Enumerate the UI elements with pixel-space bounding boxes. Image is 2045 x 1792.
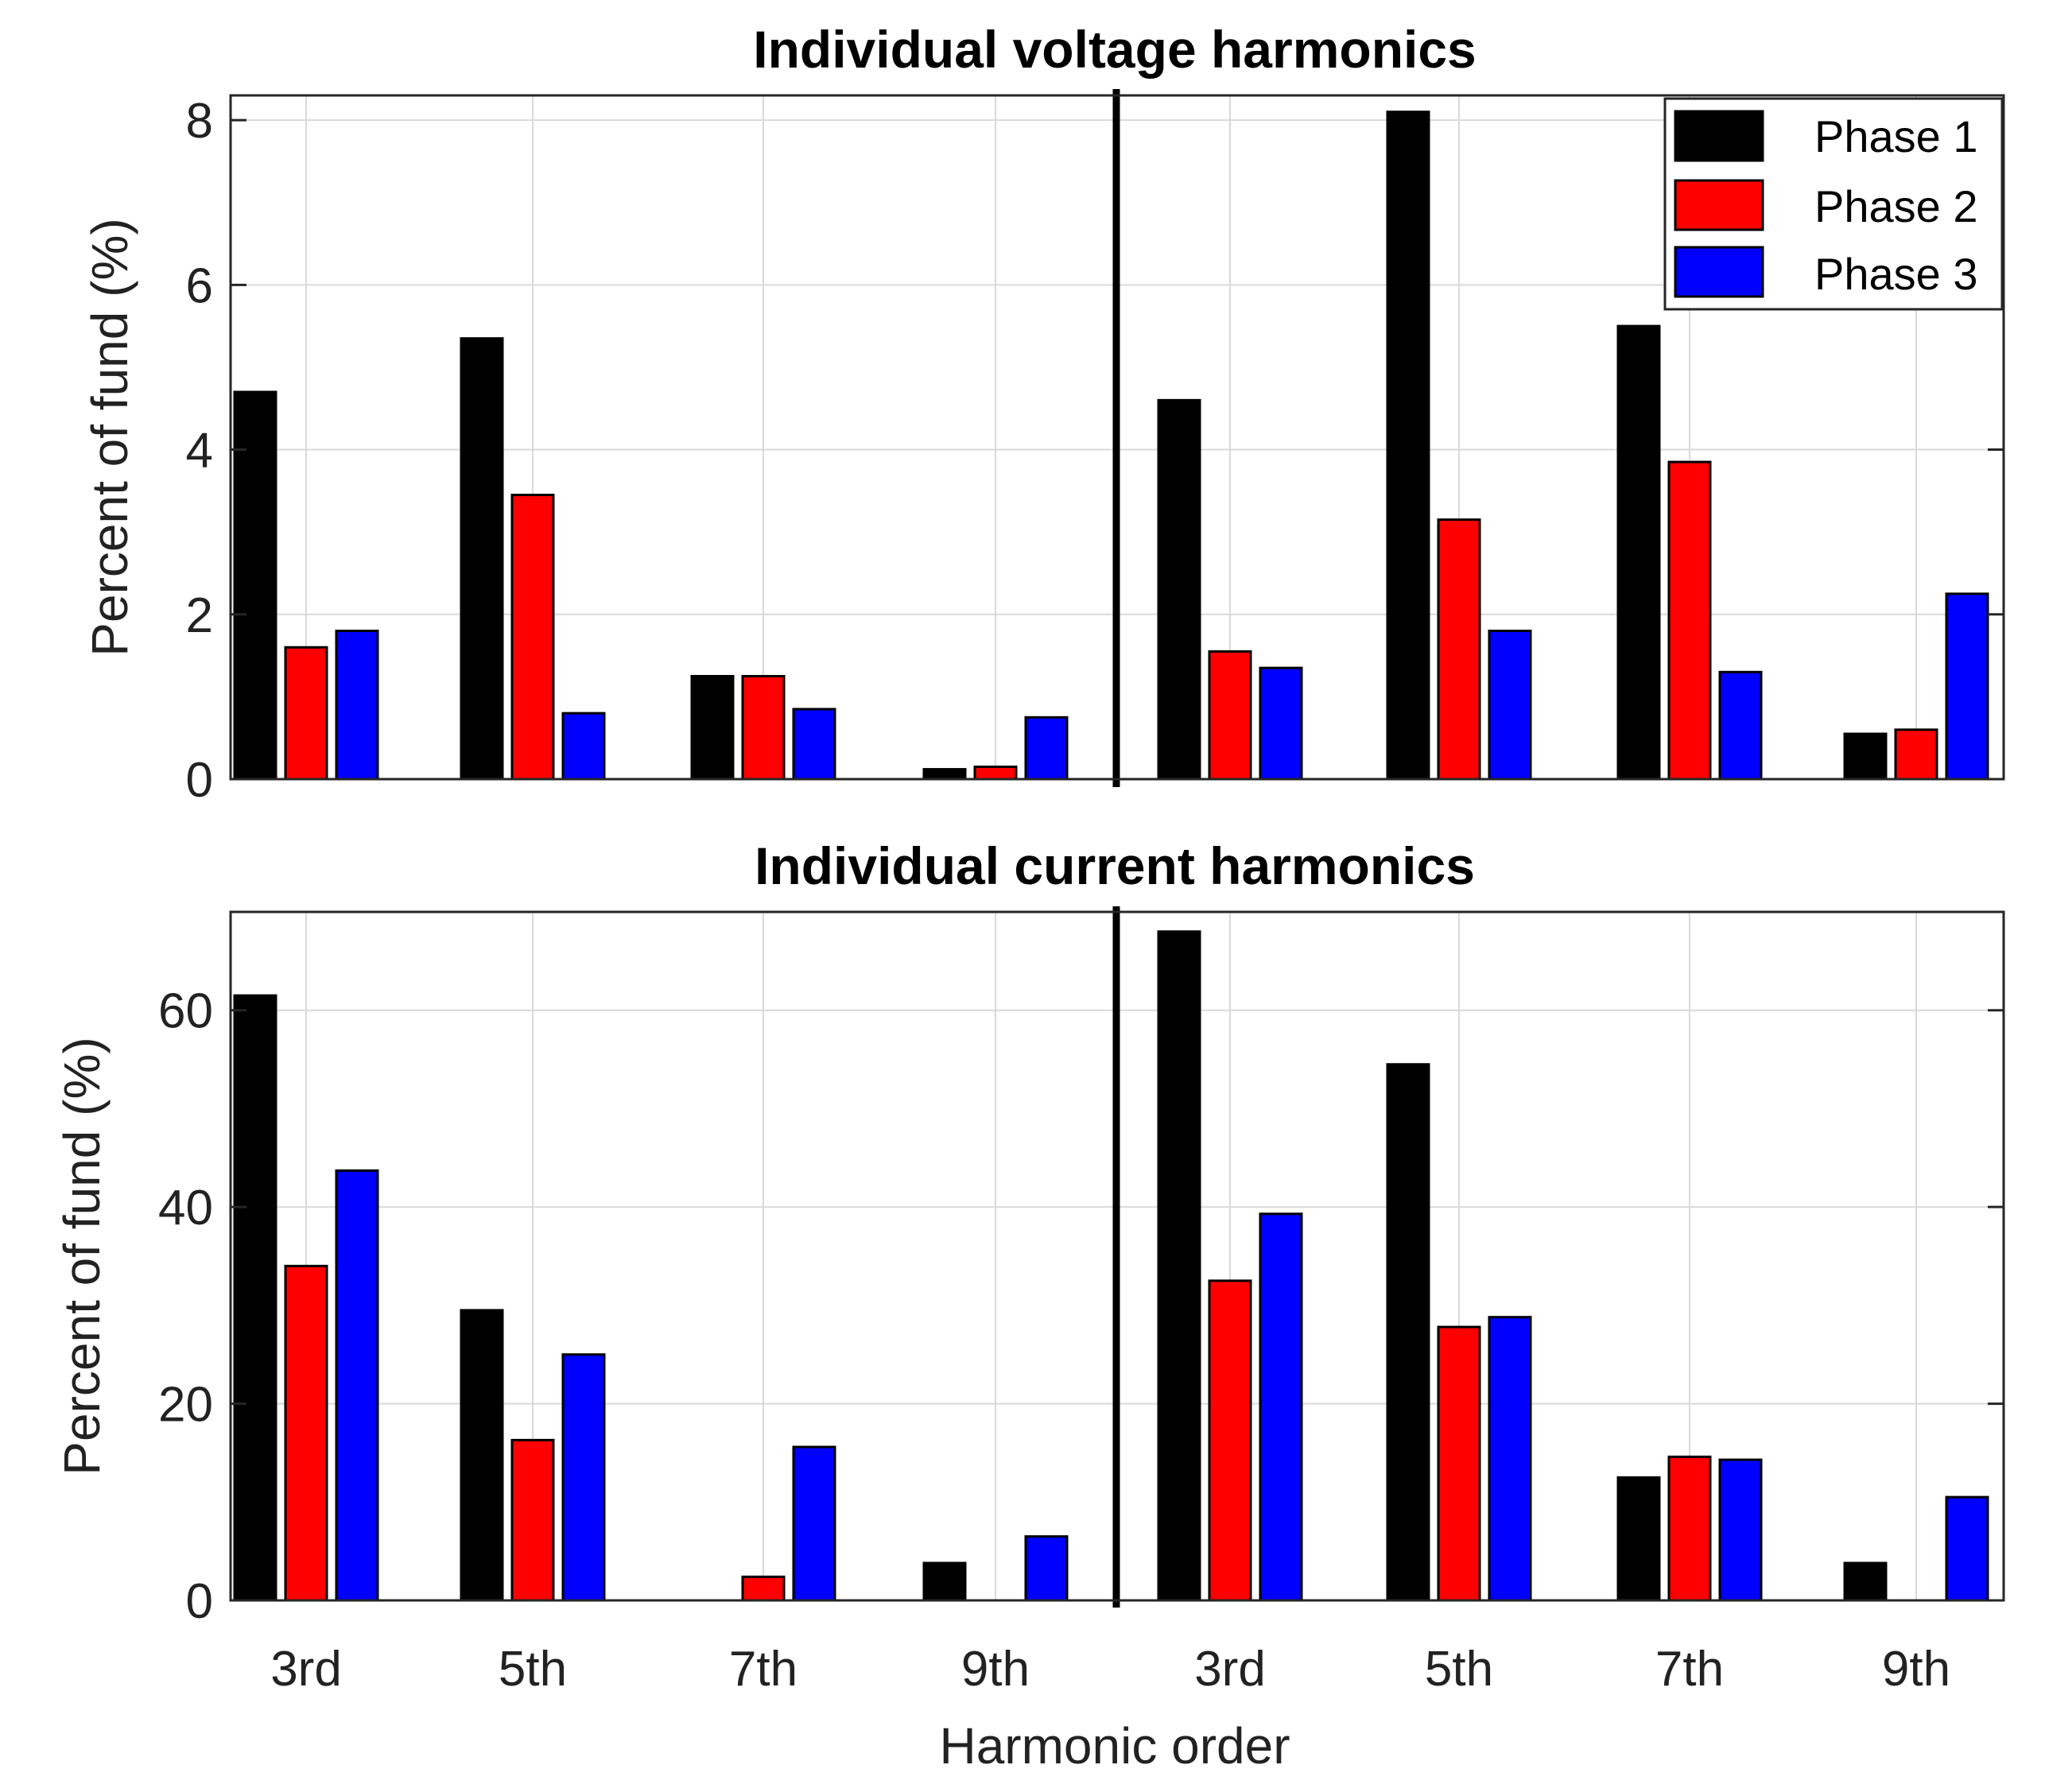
voltage-y-tick-label: 6 <box>186 258 213 313</box>
current-bar-phase-1-3 <box>922 1561 967 1602</box>
voltage-bar-phase-3-3 <box>1024 716 1069 781</box>
voltage-bar-phase-3-7 <box>1945 592 1989 781</box>
voltage-y-axis-label: Percent of fund (%) <box>81 218 138 656</box>
x-tick-label: 9th <box>1882 1642 1950 1697</box>
voltage-bar-phase-3-5 <box>1488 629 1532 781</box>
current-bar-phase-2-1 <box>510 1438 555 1602</box>
voltage-bar-phase-2-5 <box>1437 518 1481 781</box>
voltage-bar-phase-2-2 <box>741 674 786 781</box>
voltage-y-tick-label: 0 <box>186 753 213 808</box>
current-bar-phase-1-1 <box>460 1309 504 1602</box>
current-bar-phase-3-7 <box>1945 1495 1989 1602</box>
voltage-bar-phase-3-0 <box>335 629 379 781</box>
voltage-bar-phase-2-3 <box>973 765 1018 781</box>
current-bar-phase-3-1 <box>561 1353 606 1602</box>
current-y-tick-label: 20 <box>158 1378 213 1433</box>
x-tick-label: 7th <box>1655 1642 1724 1697</box>
current-bar-phase-1-5 <box>1386 1063 1430 1602</box>
legend: Phase 1 Phase 2 Phase 3 <box>1663 97 2004 311</box>
legend-label-phase-2: Phase 2 <box>1814 181 1978 231</box>
current-bar-phase-1-6 <box>1616 1476 1661 1602</box>
voltage-bar-phase-1-3 <box>922 768 967 781</box>
current-bar-phase-2-0 <box>284 1264 328 1602</box>
current-bar-phase-2-6 <box>1667 1455 1712 1602</box>
legend-swatch-phase-2 <box>1674 179 1764 231</box>
x-tick-label: 3rd <box>1194 1642 1266 1697</box>
legend-swatch-phase-3 <box>1674 246 1764 298</box>
voltage-bar-phase-1-7 <box>1843 732 1888 781</box>
voltage-bar-phase-1-2 <box>690 674 735 781</box>
current-axes-frame <box>229 910 2005 1602</box>
voltage-axes-frame <box>229 94 2005 781</box>
voltage-bar-phase-1-1 <box>460 337 504 781</box>
x-tick-label: 9th <box>961 1642 1030 1697</box>
current-y-ticks: 0 20 40 60 <box>158 984 2004 1629</box>
current-y-tick-label: 60 <box>158 984 213 1039</box>
current-bar-phase-3-5 <box>1488 1316 1532 1602</box>
current-bar-phase-3-4 <box>1259 1212 1303 1602</box>
legend-label-phase-1: Phase 1 <box>1814 111 1978 161</box>
voltage-bar-phase-1-5 <box>1386 111 1430 781</box>
voltage-bars <box>233 111 1989 781</box>
voltage-bar-phase-2-0 <box>284 646 328 781</box>
x-axis-label: Harmonic order <box>939 1717 1290 1775</box>
voltage-y-tick-label: 2 <box>186 588 213 643</box>
voltage-bar-phase-3-6 <box>1718 670 1763 781</box>
current-bar-phase-2-4 <box>1208 1279 1252 1602</box>
current-bar-phase-3-0 <box>335 1169 379 1602</box>
voltage-bar-phase-2-6 <box>1667 460 1712 781</box>
voltage-chart-title: Individual voltage harmonics <box>753 20 1477 79</box>
voltage-bar-phase-3-1 <box>561 712 606 781</box>
x-tick-label: 5th <box>1425 1642 1493 1697</box>
x-tick-label: 3rd <box>270 1642 342 1697</box>
legend-label-phase-3: Phase 3 <box>1814 249 1978 299</box>
voltage-bar-phase-2-1 <box>510 494 555 781</box>
voltage-bar-phase-2-4 <box>1208 650 1252 781</box>
current-bar-phase-3-6 <box>1718 1458 1763 1602</box>
current-bar-phase-3-2 <box>792 1445 836 1602</box>
voltage-harmonics-chart: Individual voltage harmonics 0 2 4 6 8 Perce… <box>81 20 2005 808</box>
current-bar-phase-3-3 <box>1024 1535 1069 1602</box>
voltage-bar-phase-1-4 <box>1157 398 1201 781</box>
current-bar-phase-1-7 <box>1843 1561 1888 1602</box>
voltage-bar-phase-3-2 <box>792 708 836 781</box>
current-bar-phase-2-5 <box>1437 1325 1481 1602</box>
x-tick-label: 5th <box>499 1642 567 1697</box>
current-harmonics-chart: Individual current harmonics 0 20 40 60 3rd… <box>53 836 2005 1775</box>
legend-swatch-phase-1 <box>1674 110 1764 162</box>
current-y-tick-label: 0 <box>186 1574 213 1629</box>
voltage-bar-phase-1-6 <box>1616 324 1661 781</box>
voltage-bar-phase-3-4 <box>1259 666 1303 781</box>
current-y-axis-label: Percent of fund (%) <box>53 1037 111 1475</box>
current-bar-phase-1-0 <box>233 994 277 1602</box>
x-tick-label: 7th <box>729 1642 797 1697</box>
x-tick-labels: 3rd 5th 7th 9th 3rd 5th 7th 9th <box>270 1642 1950 1697</box>
current-y-tick-label: 40 <box>158 1181 213 1235</box>
current-bar-phase-1-4 <box>1157 930 1201 1602</box>
voltage-y-tick-label: 8 <box>186 94 213 149</box>
voltage-bar-phase-2-7 <box>1894 728 1938 781</box>
current-chart-title: Individual current harmonics <box>755 836 1475 895</box>
current-bars <box>233 930 1989 1602</box>
voltage-bar-phase-1-0 <box>233 390 277 781</box>
current-bar-phase-2-2 <box>741 1575 786 1602</box>
voltage-y-tick-label: 4 <box>186 424 213 479</box>
